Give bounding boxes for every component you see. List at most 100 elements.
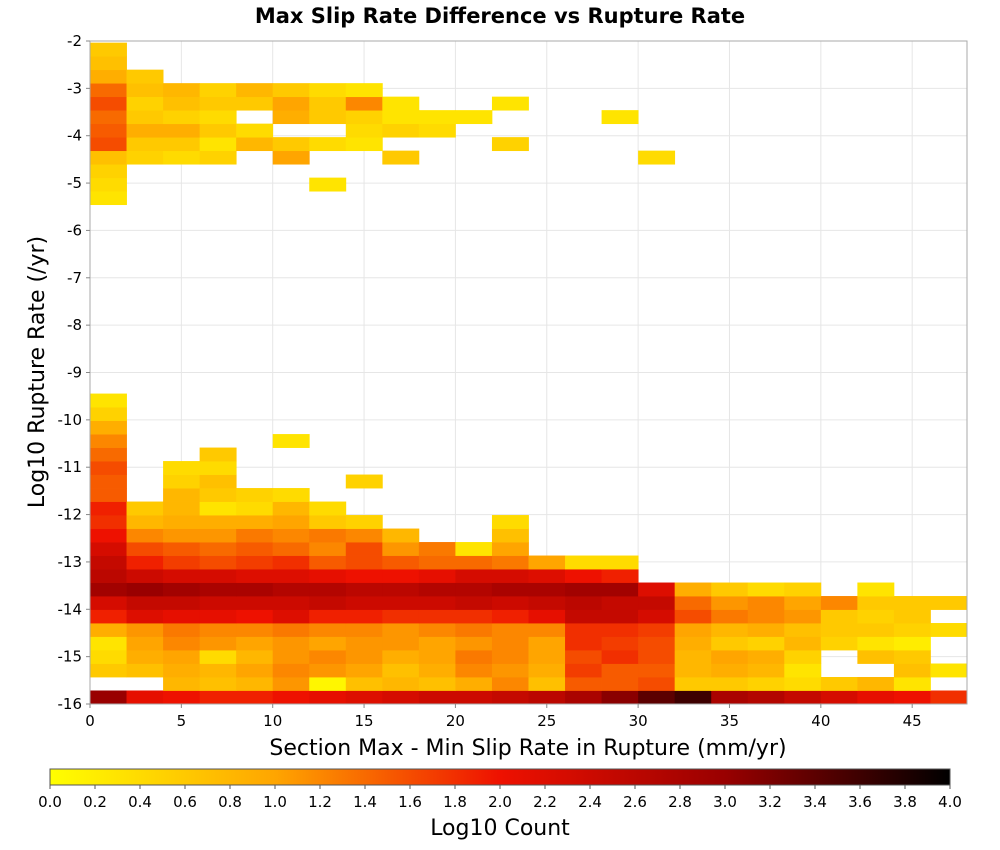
- heatmap-cell: [784, 663, 822, 678]
- heatmap-cell: [893, 623, 931, 637]
- heatmap-cell: [674, 596, 712, 610]
- heatmap-cell: [711, 623, 749, 637]
- heatmap-cell: [345, 636, 383, 651]
- heatmap-cell: [491, 650, 529, 664]
- heatmap-cell: [272, 434, 310, 448]
- heatmap-cell: [382, 663, 420, 678]
- heatmap-cell: [382, 596, 420, 610]
- heatmap-cell: [199, 636, 237, 651]
- heatmap-cell: [126, 110, 164, 125]
- heatmap-cell: [163, 528, 201, 543]
- heatmap-cell: [345, 123, 383, 138]
- heatmap-cell: [345, 650, 383, 664]
- heatmap-cell: [163, 582, 201, 597]
- heatmap-cell: [90, 96, 127, 111]
- heatmap-cell: [272, 636, 310, 651]
- heatmap-cell: [674, 623, 712, 637]
- heatmap-cell: [126, 123, 164, 138]
- heatmap-cell: [126, 542, 164, 556]
- heatmap-cell: [711, 609, 749, 624]
- heatmap-cell: [199, 569, 237, 583]
- heatmap-cell: [418, 123, 456, 138]
- heatmap-cell: [674, 677, 712, 691]
- heatmap-cell: [90, 555, 127, 570]
- heatmap-cell: [309, 555, 347, 570]
- heatmap-cell: [90, 488, 127, 502]
- heatmap-cell: [345, 690, 383, 705]
- heatmap-cell: [272, 150, 310, 165]
- heatmap-cell: [90, 447, 127, 462]
- heatmap-cell: [272, 542, 310, 556]
- colorbar-tick-label: 1.4: [353, 793, 377, 811]
- heatmap-cell: [528, 690, 566, 705]
- heatmap-cell: [345, 569, 383, 583]
- x-tick-label: 25: [537, 712, 556, 730]
- heatmap-cell: [199, 555, 237, 570]
- heatmap-cell: [455, 596, 493, 610]
- heatmap-cell: [565, 650, 602, 664]
- heatmap-cell: [272, 488, 310, 502]
- heatmap-cell: [491, 515, 529, 529]
- heatmap-cell: [126, 636, 164, 651]
- heatmap-cell: [163, 663, 201, 678]
- heatmap-cell: [345, 474, 383, 489]
- heatmap-cell: [711, 582, 749, 597]
- heatmap-cell: [126, 555, 164, 570]
- x-tick-label: 45: [903, 712, 922, 730]
- heatmap-cell: [857, 636, 895, 651]
- heatmap-cell: [382, 582, 420, 597]
- heatmap-cell: [309, 96, 347, 111]
- heatmap-cell: [820, 609, 858, 624]
- heatmap-cell: [236, 582, 274, 597]
- heatmap-cell: [163, 461, 201, 475]
- heatmap-cell: [418, 542, 456, 556]
- y-tick-label: -13: [58, 553, 83, 571]
- heatmap-cell: [163, 123, 201, 138]
- heatmap-cell: [455, 623, 493, 637]
- heatmap-cell: [857, 623, 895, 637]
- heatmap-cell: [382, 123, 420, 138]
- heatmap-cell: [565, 609, 602, 624]
- heatmap-cell: [638, 636, 676, 651]
- heatmap-cell: [199, 515, 237, 529]
- heatmap-cell: [747, 677, 785, 691]
- heatmap-cell: [199, 137, 237, 152]
- heatmap-cell: [784, 650, 822, 664]
- heatmap-cell: [455, 650, 493, 664]
- heatmap-cell: [455, 542, 493, 556]
- heatmap-cell: [163, 96, 201, 111]
- heatmap-cell: [163, 474, 201, 489]
- y-tick-label: -6: [67, 221, 82, 239]
- colorbar-tick-label: 1.8: [443, 793, 467, 811]
- heatmap-cell: [272, 609, 310, 624]
- heatmap-cell: [90, 56, 127, 71]
- heatmap-cell: [199, 150, 237, 165]
- heatmap-cell: [382, 690, 420, 705]
- heatmap-cell: [491, 582, 529, 597]
- heatmap-cell: [126, 150, 164, 165]
- y-tick-label: -4: [67, 127, 82, 145]
- heatmap-cell: [126, 528, 164, 543]
- heatmap-cell: [382, 609, 420, 624]
- heatmap-cell: [272, 555, 310, 570]
- heatmap-cell: [491, 555, 529, 570]
- heatmap-cell: [711, 636, 749, 651]
- heatmap-cell: [930, 596, 968, 610]
- heatmap-cell: [272, 515, 310, 529]
- heatmap-cell: [199, 461, 237, 475]
- heatmap-cell: [345, 677, 383, 691]
- heatmap-cell: [309, 690, 347, 705]
- heatmap-cell: [565, 663, 602, 678]
- heatmap-cell: [163, 555, 201, 570]
- heatmap-cell: [236, 528, 274, 543]
- heatmap-cell: [199, 123, 237, 138]
- colorbar-tick-label: 0.0: [38, 793, 62, 811]
- heatmap-cell: [711, 663, 749, 678]
- colorbar-tick-label: 3.4: [803, 793, 827, 811]
- heatmap-cell: [857, 596, 895, 610]
- heatmap-cell: [784, 677, 822, 691]
- heatmap-cell: [491, 623, 529, 637]
- heatmap-cell: [199, 650, 237, 664]
- heatmap-cell: [126, 609, 164, 624]
